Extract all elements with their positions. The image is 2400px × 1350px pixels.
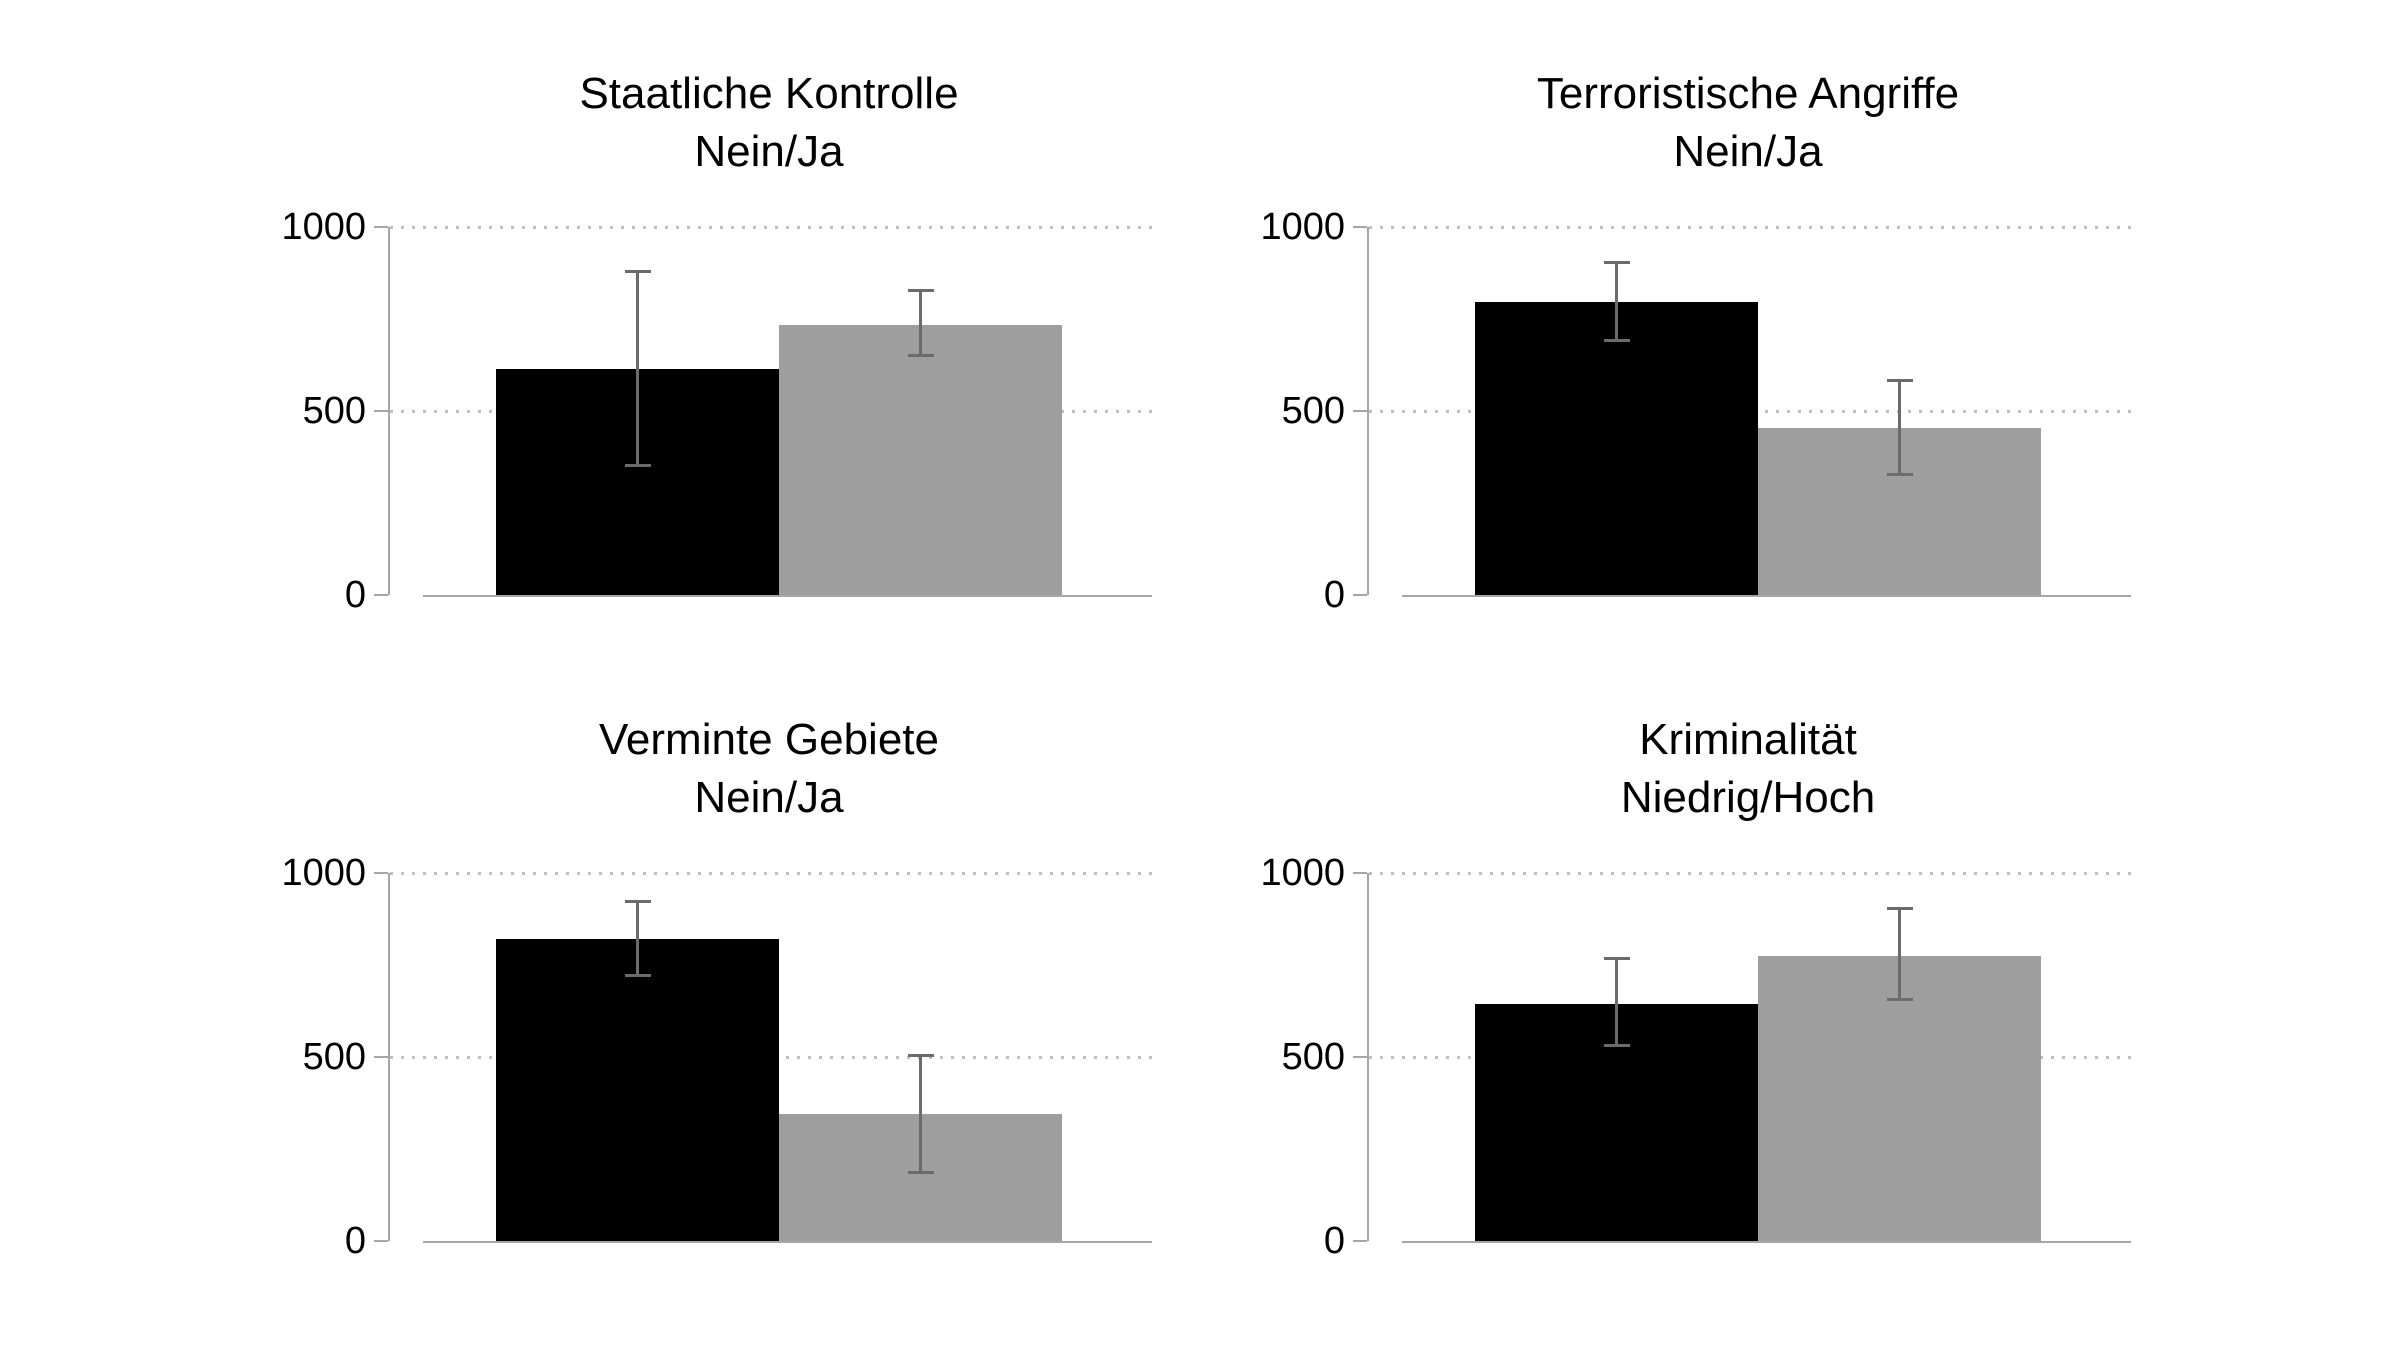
y-tick-1000 xyxy=(374,872,388,874)
plot-area: 0 500 1000 xyxy=(281,852,1152,1262)
error-bar-nein xyxy=(636,271,639,467)
error-cap-top-nein xyxy=(1603,260,1630,264)
bar-nein xyxy=(1475,302,1758,595)
panel-subtitle: Nein/Ja xyxy=(694,127,844,176)
y-tick-0 xyxy=(374,594,388,596)
y-tick-1000 xyxy=(374,226,388,228)
x-axis-line xyxy=(423,1241,1152,1243)
error-cap-bottom-nein xyxy=(1603,339,1630,343)
error-cap-bottom-niedrig xyxy=(1603,1043,1630,1047)
error-cap-bottom-ja xyxy=(907,1170,934,1174)
y-tick-0 xyxy=(1353,1240,1367,1242)
panel-subtitle: Niedrig/Hoch xyxy=(1620,773,1876,822)
y-tick-label-1000: 1000 xyxy=(1260,852,1345,894)
error-cap-top-nein xyxy=(624,899,651,903)
panel-title-line1: Staatliche Kontrolle xyxy=(579,69,959,118)
y-tick-1000 xyxy=(1353,226,1367,228)
x-axis-line xyxy=(1402,595,2131,597)
error-bar-ja xyxy=(919,1055,922,1173)
error-cap-bottom-hoch xyxy=(1886,997,1913,1001)
panel-title-line1: Kriminalität xyxy=(1639,715,1857,764)
panel-title-line1: Verminte Gebiete xyxy=(599,715,939,764)
panel-kriminalitaet: Kriminalität Niedrig/Hoch 0 500 1000 xyxy=(1207,703,2189,1303)
y-tick-label-500: 500 xyxy=(1281,390,1345,432)
y-tick-0 xyxy=(1353,594,1367,596)
error-cap-top-ja xyxy=(907,288,934,292)
y-tick-label-500: 500 xyxy=(302,390,366,432)
error-bar-ja xyxy=(1898,379,1901,476)
error-cap-top-nein xyxy=(624,270,651,274)
panel-terroristische-angriffe: Terroristische Angriffe Nein/Ja 0 500 1000 xyxy=(1207,57,2189,657)
x-axis-line xyxy=(423,595,1152,597)
gridline-1000 xyxy=(1369,226,2131,229)
error-cap-bottom-ja xyxy=(1886,473,1913,477)
panel-title: Terroristische Angriffe Nein/Ja xyxy=(1367,65,2129,181)
y-tick-label-500: 500 xyxy=(302,1036,366,1078)
y-tick-500 xyxy=(374,410,388,412)
gridline-1000 xyxy=(1369,872,2131,875)
error-cap-top-ja xyxy=(1886,378,1913,382)
plot-area: 0 500 1000 xyxy=(1260,206,2131,616)
bar-hoch xyxy=(1758,955,2041,1241)
y-tick-500 xyxy=(374,1056,388,1058)
y-tick-500 xyxy=(1353,1056,1367,1058)
y-tick-500 xyxy=(1353,410,1367,412)
error-cap-bottom-nein xyxy=(624,974,651,978)
bar-ja xyxy=(779,324,1062,595)
y-tick-label-1000: 1000 xyxy=(1260,206,1345,248)
error-bar-hoch xyxy=(1898,907,1901,1000)
error-bar-nein xyxy=(636,900,639,977)
gridline-1000 xyxy=(390,226,1152,229)
y-tick-label-0: 0 xyxy=(344,574,366,616)
error-cap-top-ja xyxy=(907,1054,934,1058)
error-cap-top-hoch xyxy=(1886,906,1913,910)
plot-area: 0 500 1000 xyxy=(281,206,1152,616)
panel-title: Staatliche Kontrolle Nein/Ja xyxy=(388,65,1150,181)
y-tick-label-1000: 1000 xyxy=(281,206,366,248)
panel-title-line1: Terroristische Angriffe xyxy=(1536,69,1960,118)
y-tick-label-1000: 1000 xyxy=(281,852,366,894)
plot-area: 0 500 1000 xyxy=(1260,852,2131,1262)
gridline-1000 xyxy=(390,872,1152,875)
y-tick-0 xyxy=(374,1240,388,1242)
panel-title: Verminte Gebiete Nein/Ja xyxy=(388,711,1150,827)
error-bar-ja xyxy=(919,289,922,356)
bar-nein xyxy=(496,939,779,1241)
y-tick-label-500: 500 xyxy=(1281,1036,1345,1078)
y-tick-label-0: 0 xyxy=(1323,1220,1345,1262)
x-axis-line xyxy=(1402,1241,2131,1243)
panel-staatliche-kontrolle: Staatliche Kontrolle Nein/Ja 0 500 1000 xyxy=(228,57,1210,657)
panel-subtitle: Nein/Ja xyxy=(1673,127,1823,176)
error-cap-bottom-ja xyxy=(907,353,934,357)
error-bar-nein xyxy=(1615,261,1618,342)
y-tick-1000 xyxy=(1353,872,1367,874)
y-tick-label-0: 0 xyxy=(1323,574,1345,616)
error-bar-niedrig xyxy=(1615,957,1618,1046)
error-cap-top-niedrig xyxy=(1603,956,1630,960)
panel-subtitle: Nein/Ja xyxy=(694,773,844,822)
panel-title: Kriminalität Niedrig/Hoch xyxy=(1367,711,2129,827)
panel-verminte-gebiete: Verminte Gebiete Nein/Ja 0 500 1000 xyxy=(228,703,1210,1303)
y-tick-label-0: 0 xyxy=(344,1220,366,1262)
error-cap-bottom-nein xyxy=(624,464,651,468)
